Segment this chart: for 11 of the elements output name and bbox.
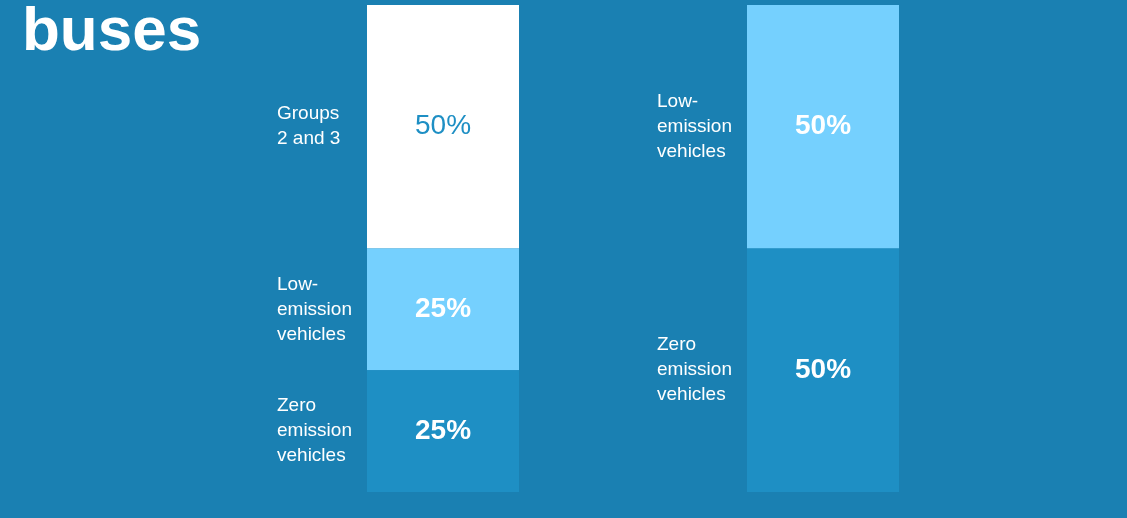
data-label: 25%	[414, 292, 472, 324]
series-label: Low-emission vehicles	[277, 272, 352, 344]
text: Zero emission vehicles	[657, 333, 732, 405]
text: Low-emission vehicles	[657, 89, 732, 161]
series-label: Zero emission vehicles	[277, 394, 352, 466]
data-label: 25%	[414, 413, 472, 445]
data-label: 50%	[794, 352, 852, 384]
chart-title: buses	[22, 0, 202, 64]
series-label: Groups 2 and 3	[277, 102, 341, 149]
data-label: 50%	[414, 109, 472, 141]
data-label: 50%	[794, 109, 852, 141]
